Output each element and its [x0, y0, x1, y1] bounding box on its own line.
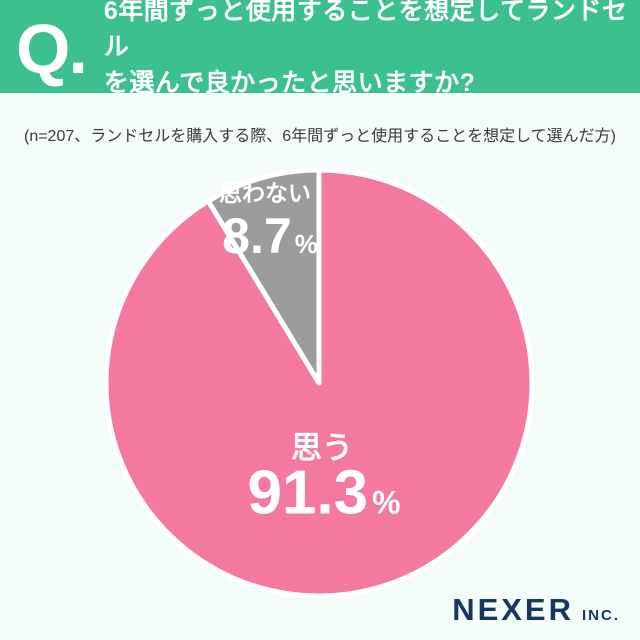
- question-text: 6年間ずっと使用することを想定してランドセル を選んで良かったと思いますか?: [104, 0, 640, 101]
- percent-sign-minor: %: [294, 229, 318, 259]
- q-mark: Q.: [16, 9, 88, 88]
- percent-sign-major: %: [372, 484, 401, 521]
- slice-label-omou: 思う: [291, 430, 353, 466]
- slice-percent-omowanai: 8.7: [222, 208, 292, 264]
- question-line-2: を選んで良かったと思いますか?: [103, 68, 476, 97]
- pie-slice: [205, 167, 322, 386]
- brand-name: NEXER: [452, 592, 574, 627]
- brand-logo: NEXER INC.: [452, 592, 620, 628]
- slice-value-omou: 91.3 %: [247, 458, 400, 529]
- slice-percent-omou: 91.3: [247, 458, 369, 528]
- question-line-1: 6年間ずっと使用することを想定してランドセル: [103, 0, 628, 61]
- question-header: Q. 6年間ずっと使用することを想定してランドセル を選んで良かったと思いますか…: [0, 0, 640, 97]
- survey-note: (n=207、ランドセルを購入する際、6年間ずっと使用することを想定して選んだ方…: [23, 128, 616, 145]
- brand-suffix: INC.: [582, 607, 620, 624]
- slice-value-omowanai: 8.7 %: [222, 207, 318, 265]
- slice-label-omowanai: 思わない: [219, 180, 311, 206]
